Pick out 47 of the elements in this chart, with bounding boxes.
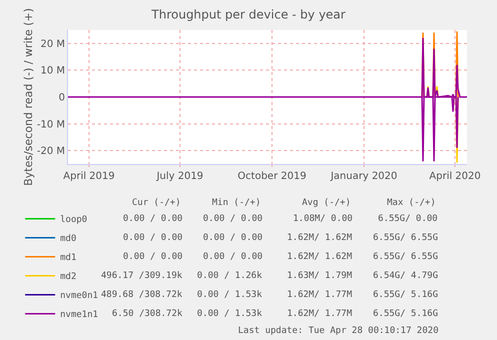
x-tick-label: October 2019 <box>238 171 306 182</box>
legend-label: md2 <box>60 272 76 282</box>
text: Cur (-/+) <box>132 198 181 208</box>
legend-label: md0 <box>60 234 76 244</box>
text: 1.62M/ 1.62M <box>287 252 353 262</box>
text: 6.54G/ 4.79G <box>373 271 438 281</box>
text: 1.62M/ 1.77M <box>287 309 353 319</box>
chart-title: Throughput per device - by year <box>150 8 346 22</box>
text: 0.00 / 0.00 <box>203 252 263 262</box>
legend-label: nvme1n1 <box>60 310 98 320</box>
text: 1.62M/ 1.77M <box>287 290 353 300</box>
text: 0.00 / 1.53k <box>197 290 263 300</box>
text: 6.55G/ 5.16G <box>373 309 438 319</box>
text: 0.00 / 1.53k <box>197 309 263 319</box>
text: 6.55G/ 0.00 <box>378 214 438 224</box>
text: 6.55G/ 6.55G <box>373 233 438 243</box>
y-tick-label: -20 M <box>36 146 65 158</box>
y-tick-label: 0 <box>58 92 65 104</box>
text: 0.00 / 0.00 <box>123 252 183 262</box>
y-tick-label: -10 M <box>36 119 65 130</box>
text: 1.63M/ 1.79M <box>287 271 353 281</box>
text: 6.50 /308.72k <box>112 309 184 319</box>
text: 0.00 / 1.26k <box>197 271 263 281</box>
text: 0.00 / 0.00 <box>123 214 183 224</box>
text: 1.62M/ 1.62M <box>287 233 353 243</box>
y-tick-label: 20 M <box>40 38 65 50</box>
x-tick-label: April 2019 <box>63 171 115 182</box>
text: Avg (-/+) <box>302 198 351 208</box>
legend-label: md1 <box>60 253 76 264</box>
y-tick-label: 10 M <box>40 66 65 77</box>
text: 0.00 / 0.00 <box>123 233 183 243</box>
text: 0.00 / 0.00 <box>203 214 263 224</box>
legend-label: loop0 <box>60 215 88 226</box>
x-tick-label: April 2020 <box>429 171 481 182</box>
text: 6.55G/ 6.55G <box>373 252 438 262</box>
text: Max (-/+) <box>387 198 436 208</box>
x-tick-label: July 2019 <box>156 171 204 182</box>
x-tick-label: January 2020 <box>330 171 398 182</box>
text: 0.00 / 0.00 <box>203 233 263 243</box>
text: 6.55G/ 5.16G <box>373 290 438 300</box>
text: 496.17 /309.19k <box>101 271 183 281</box>
y-axis-title: Bytes/second read (-) / write (+) <box>22 8 35 186</box>
legend-label: nvme0n1 <box>60 291 98 302</box>
text: 1.08M/ 0.00 <box>293 214 353 224</box>
text: 489.68 /308.72k <box>101 290 183 300</box>
text: Min (-/+) <box>212 198 261 208</box>
text: Last update: Tue Apr 28 00:10:17 2020 <box>238 326 438 336</box>
